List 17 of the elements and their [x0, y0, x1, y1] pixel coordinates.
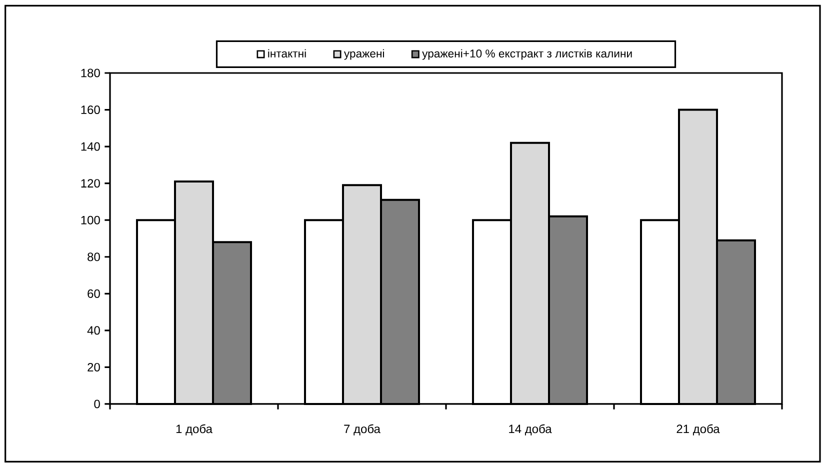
y-tick-label: 180 [81, 68, 100, 78]
y-tick-label: 60 [88, 289, 100, 298]
legend-label: уражені [344, 49, 384, 60]
x-tick-label: 1 доба [176, 424, 212, 436]
x-tick-label: 21 доба [676, 424, 720, 436]
legend-label: уражені+10 % екстракт з листків калини [422, 49, 632, 60]
legend-label: інтактні [268, 49, 306, 58]
x-tick-label: 14 доба [509, 424, 552, 436]
y-tick-label: 140 [81, 142, 100, 151]
y-tick-label: 0 [94, 400, 100, 408]
y-tick-label: 80 [88, 252, 100, 262]
y-tick-label: 40 [87, 326, 100, 335]
y-tick-label: 120 [81, 179, 100, 188]
y-tick-label: 20 [88, 362, 100, 372]
y-tick-label: 100 [81, 216, 100, 224]
x-tick-label: 7 доба [344, 424, 380, 436]
y-tick-label: 160 [81, 106, 100, 114]
